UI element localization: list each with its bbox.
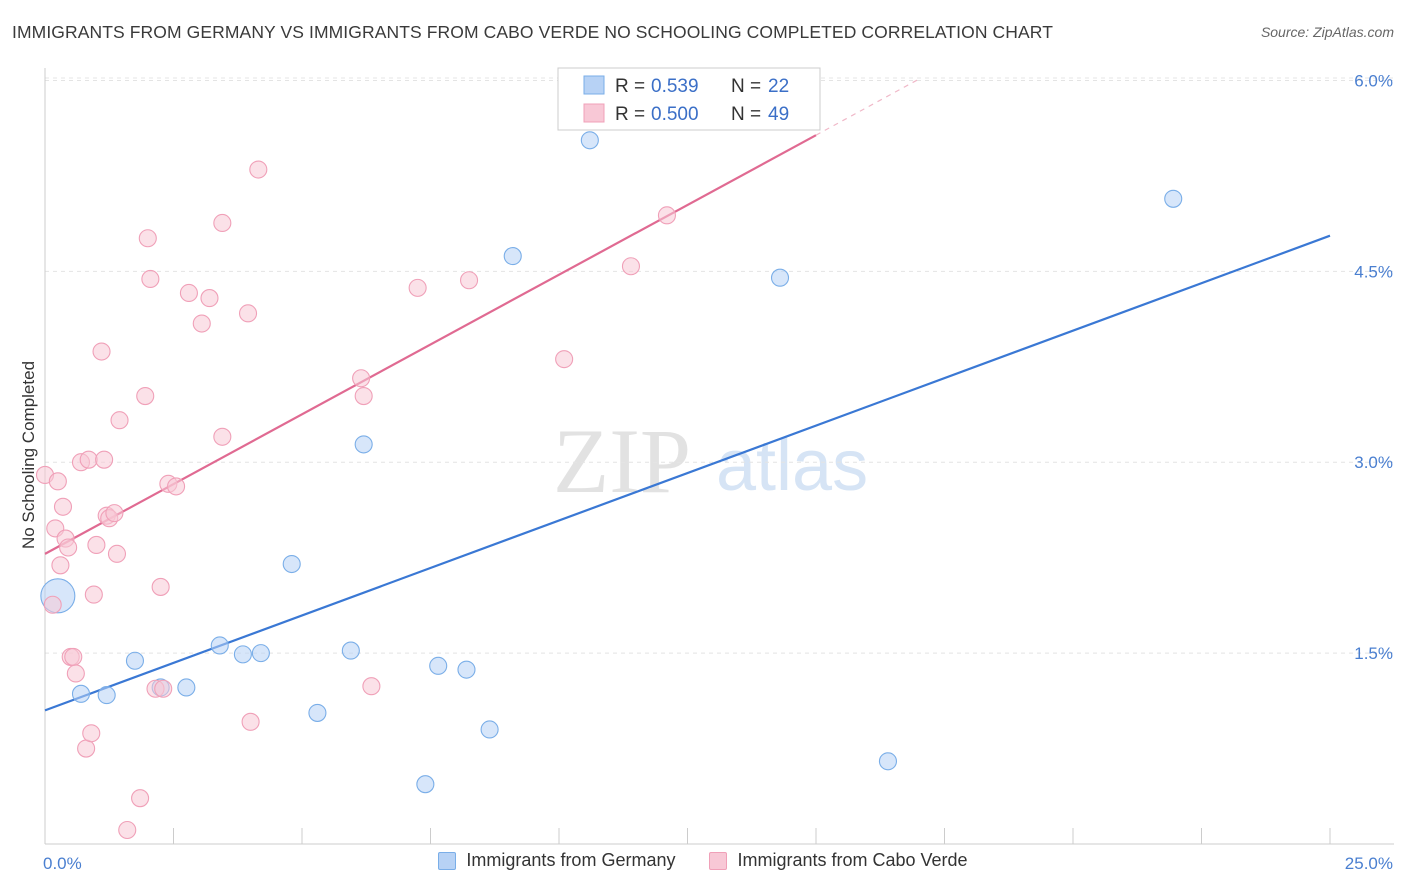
legend-n-germany: 22 bbox=[768, 76, 789, 97]
point-germany bbox=[125, 651, 144, 670]
point-germany bbox=[1164, 189, 1183, 208]
bottom-legend-cabo: Immigrants from Cabo Verde bbox=[709, 850, 968, 871]
point-cabo bbox=[107, 544, 127, 563]
point-cabo bbox=[352, 369, 371, 388]
point-cabo bbox=[82, 724, 101, 743]
point-cabo bbox=[66, 664, 85, 683]
point-germany bbox=[210, 636, 229, 655]
point-cabo bbox=[213, 213, 232, 233]
bottom-legend-swatch-germany bbox=[438, 851, 457, 870]
point-germany bbox=[480, 720, 499, 739]
y-tick-label: 4.5% bbox=[1354, 262, 1393, 281]
bottom-legend-swatch-cabo bbox=[709, 851, 728, 870]
point-germany bbox=[97, 686, 116, 705]
point-germany bbox=[177, 678, 196, 697]
point-cabo bbox=[43, 595, 62, 614]
point-cabo bbox=[213, 427, 232, 446]
point-germany bbox=[308, 703, 327, 722]
point-cabo bbox=[51, 556, 70, 575]
point-germany bbox=[503, 247, 522, 266]
point-cabo bbox=[241, 712, 260, 731]
point-cabo bbox=[53, 497, 73, 516]
point-cabo bbox=[200, 289, 219, 308]
point-cabo bbox=[621, 257, 641, 276]
trend-lines bbox=[44, 78, 1331, 712]
point-cabo bbox=[59, 538, 78, 557]
gridlines bbox=[45, 77, 1394, 654]
point-germany bbox=[416, 775, 435, 794]
legend-r-cabo: 0.500 bbox=[651, 104, 699, 125]
legend-r-germany: 0.539 bbox=[651, 76, 699, 97]
point-germany bbox=[233, 645, 252, 664]
point-germany bbox=[282, 554, 301, 574]
point-cabo bbox=[136, 387, 155, 406]
point-cabo bbox=[362, 677, 381, 696]
point-cabo bbox=[555, 350, 574, 369]
point-cabo bbox=[167, 477, 186, 496]
point-cabo bbox=[118, 820, 137, 840]
y-axis-label: No Schooling Completed bbox=[19, 361, 38, 549]
bottom-legend-label-cabo: Immigrants from Cabo Verde bbox=[737, 850, 968, 870]
watermark-zip: ZIP bbox=[553, 410, 691, 512]
point-cabo bbox=[154, 679, 173, 698]
legend-swatch-germany bbox=[583, 75, 605, 95]
point-cabo bbox=[179, 283, 198, 303]
watermark-atlas: atlas bbox=[716, 426, 868, 506]
legend-n-label-cabo: N = bbox=[731, 104, 761, 125]
point-cabo bbox=[354, 387, 373, 406]
legend-swatch-cabo bbox=[583, 103, 605, 123]
y-tick-label: 1.5% bbox=[1354, 644, 1393, 663]
bottom-legend-germany: Immigrants from Germany bbox=[438, 850, 675, 871]
axes bbox=[44, 68, 1394, 845]
point-germany bbox=[878, 752, 898, 771]
point-cabo bbox=[92, 342, 111, 361]
legend-n-label-germany: N = bbox=[731, 76, 761, 97]
bottom-legend-label-germany: Immigrants from Germany bbox=[466, 850, 676, 870]
point-cabo bbox=[95, 450, 114, 469]
point-cabo bbox=[84, 585, 103, 604]
point-cabo bbox=[141, 269, 160, 289]
y-tick-label: 6.0% bbox=[1354, 71, 1393, 90]
data-points bbox=[35, 131, 1183, 840]
point-cabo bbox=[87, 535, 106, 554]
point-cabo bbox=[408, 278, 427, 297]
source-credit: Source: ZipAtlas.com bbox=[1260, 24, 1394, 40]
point-cabo bbox=[138, 229, 157, 248]
point-germany bbox=[429, 656, 448, 675]
y-tick-label: 3.0% bbox=[1354, 453, 1393, 472]
point-germany bbox=[770, 268, 790, 287]
tick-labels: 1.5% 3.0% 4.5% 6.0% 0.0% 25.0% bbox=[43, 71, 1393, 873]
legend-r-label-germany: R = bbox=[615, 76, 645, 97]
trend-line-cabo-extension bbox=[815, 78, 920, 136]
point-germany bbox=[71, 684, 91, 703]
legend-r-label-cabo: R = bbox=[615, 104, 645, 125]
x-tick-label-start: 0.0% bbox=[43, 854, 82, 873]
point-germany bbox=[354, 435, 373, 454]
point-cabo bbox=[249, 160, 268, 179]
point-cabo bbox=[238, 304, 258, 323]
trend-line-cabo bbox=[44, 134, 817, 555]
point-cabo bbox=[131, 789, 150, 808]
point-germany bbox=[341, 641, 360, 660]
point-cabo bbox=[64, 647, 83, 666]
x-tick-label-end: 25.0% bbox=[1345, 854, 1393, 873]
point-cabo bbox=[48, 472, 67, 491]
point-cabo bbox=[192, 314, 211, 333]
point-cabo bbox=[657, 206, 676, 225]
point-cabo bbox=[459, 271, 479, 290]
point-cabo bbox=[77, 739, 96, 758]
point-germany bbox=[251, 644, 270, 663]
point-cabo bbox=[151, 577, 170, 596]
legend-n-cabo: 49 bbox=[768, 104, 789, 125]
legend-box: R = 0.539 N = 22 R = 0.500 N = 49 bbox=[557, 67, 821, 131]
point-cabo bbox=[105, 504, 124, 523]
trend-line-germany bbox=[44, 234, 1331, 712]
point-cabo bbox=[110, 411, 129, 430]
point-germany bbox=[457, 660, 476, 679]
bottom-legend: Immigrants from Germany Immigrants from … bbox=[0, 850, 1406, 871]
point-cabo bbox=[79, 450, 98, 469]
chart-title: IMMIGRANTS FROM GERMANY VS IMMIGRANTS FR… bbox=[12, 22, 1054, 42]
point-germany bbox=[580, 131, 599, 150]
